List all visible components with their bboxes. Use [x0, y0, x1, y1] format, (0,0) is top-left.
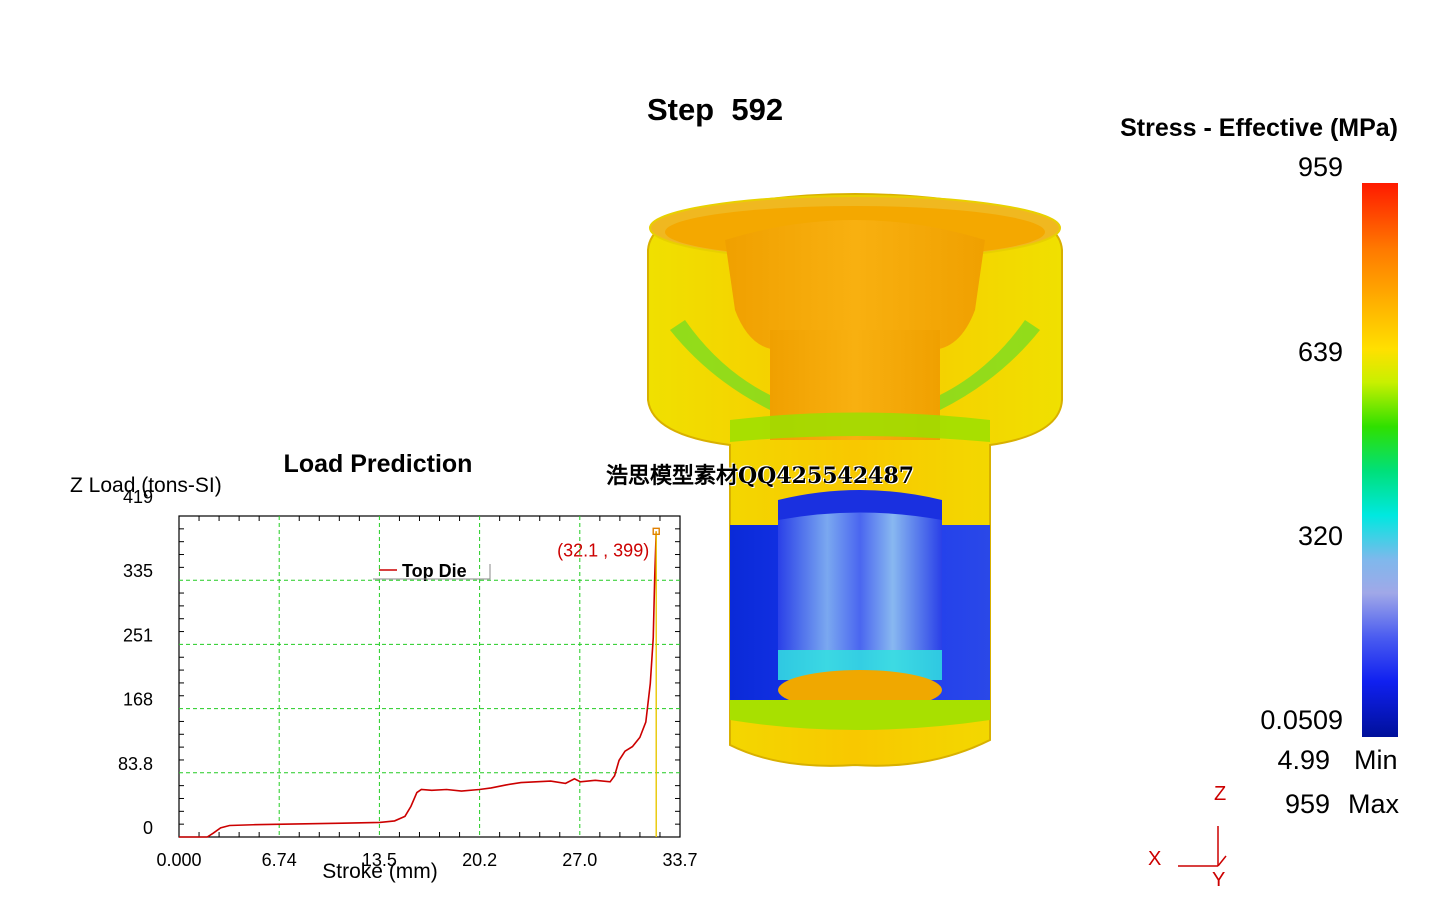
- triad-z-label: Z: [1214, 783, 1227, 805]
- axis-triad-icon: [1178, 826, 1227, 867]
- max-label: Max: [1348, 789, 1400, 819]
- x-tick-label: 27.0: [562, 850, 597, 870]
- y-tick-label: 168: [123, 690, 153, 710]
- x-tick-label: 0.000: [156, 850, 201, 870]
- y-tick-label: 251: [123, 625, 153, 645]
- x-tick-label: 33.7: [662, 850, 697, 870]
- stress-colorbar: [1362, 183, 1398, 737]
- y-tick-label: 83.8: [118, 754, 153, 774]
- part-render: [647, 193, 1063, 767]
- legend-title: Stress - Effective (MPa): [1120, 114, 1398, 142]
- series-line-top-die: [179, 531, 658, 838]
- step-label: Step 592: [646, 92, 784, 127]
- scale-label-min: 0.0509: [1260, 705, 1343, 735]
- y-tick-label: 0: [143, 818, 153, 838]
- cursor-marker: [652, 527, 660, 536]
- legend-box: [373, 564, 491, 580]
- min-label: Min: [1354, 745, 1398, 775]
- x-axis-label: Stroke (mm): [322, 860, 438, 883]
- cursor-annotation: (32.1 , 399): [557, 540, 649, 560]
- legend-entry-label: Top Die: [402, 561, 467, 581]
- y-tick-label: 335: [123, 561, 153, 581]
- x-tick-label: 6.74: [262, 850, 297, 870]
- max-value: 959: [1284, 789, 1330, 819]
- triad-y-label: Y: [1212, 869, 1226, 891]
- y-axis-label: Z Load (tons-SI): [70, 474, 222, 497]
- chart-title: Load Prediction: [283, 450, 473, 478]
- triad-x-label: X: [1148, 848, 1162, 870]
- scale-label-max: 959: [1297, 152, 1343, 182]
- watermark-text: 浩思模型素材QQ425542487: [606, 463, 915, 489]
- scale-label-lower: 320: [1297, 521, 1343, 551]
- scale-label-upper: 639: [1297, 337, 1343, 367]
- y-tick-label: 419: [123, 490, 153, 507]
- x-tick-label: 13.5: [362, 850, 397, 870]
- load-chart: 0.000 6.74 13.5 20.2 27.0 33.7 0 83.8 168 251 335 4…: [118, 490, 698, 870]
- min-value: 4.99: [1277, 745, 1330, 775]
- x-tick-label: 20.2: [462, 850, 497, 870]
- plot-frame: [178, 515, 681, 838]
